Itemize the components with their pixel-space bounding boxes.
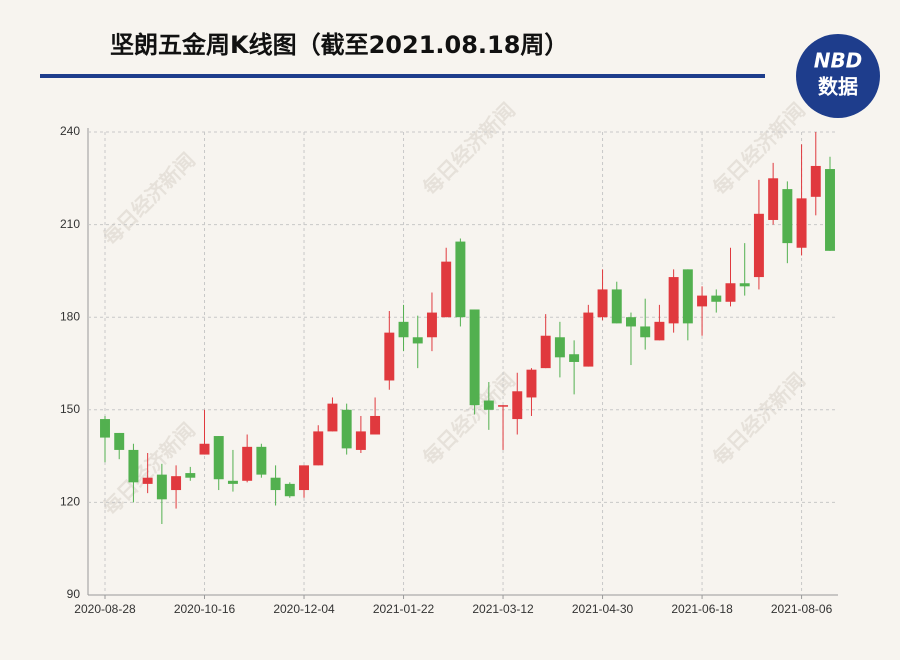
- candle-body: [782, 189, 793, 244]
- candle-body: [483, 400, 494, 410]
- candle-body: [284, 483, 295, 497]
- candle-body: [327, 403, 338, 432]
- title-rule: [40, 74, 765, 78]
- candle-body: [640, 326, 651, 338]
- candle-body: [455, 241, 466, 318]
- logo-text: NBD: [814, 49, 863, 73]
- candle-body: [739, 283, 750, 287]
- candle-body: [682, 269, 693, 324]
- logo-text: 数据: [818, 75, 858, 99]
- x-tick-label: 2020-10-16: [174, 602, 236, 616]
- y-tick-label: 120: [60, 495, 80, 509]
- candle-body: [498, 405, 509, 407]
- candle-body: [626, 317, 636, 327]
- candle-body: [668, 277, 679, 324]
- candle-body: [810, 165, 821, 197]
- candle-body: [711, 295, 722, 302]
- y-tick-label: 240: [60, 124, 80, 138]
- candle-body: [611, 289, 622, 324]
- candle-body: [597, 289, 608, 318]
- candle-body: [199, 443, 210, 455]
- candle-body: [128, 449, 139, 483]
- chart-title: 坚朗五金周K线图（截至2021.08.18周）: [110, 31, 568, 59]
- candle-body: [185, 473, 196, 478]
- candle-body: [512, 391, 523, 420]
- x-tick-label: 2021-04-30: [572, 602, 634, 616]
- candle-body: [583, 312, 594, 367]
- y-tick-label: 210: [60, 217, 80, 231]
- candle-body: [469, 309, 480, 406]
- candle-body: [412, 337, 423, 344]
- candle-body: [554, 337, 565, 358]
- candle-body: [227, 480, 238, 484]
- candle-body: [725, 283, 736, 302]
- logo: [796, 34, 880, 118]
- y-tick-label: 180: [60, 309, 80, 323]
- candle-body: [242, 446, 253, 481]
- candle-body: [213, 436, 224, 480]
- candle-body: [441, 261, 452, 318]
- candle-body: [426, 312, 437, 338]
- plot-area: 90 120 150 180 210 240 2020-08-28 2020-10-16 202…: [60, 124, 838, 616]
- candle-body: [753, 213, 764, 278]
- candle-body: [384, 332, 395, 381]
- candle-body: [156, 474, 167, 500]
- candle-body: [540, 335, 551, 369]
- candle-body: [796, 198, 807, 248]
- x-tick-label: 2020-12-04: [273, 602, 335, 616]
- candle-body: [370, 415, 381, 435]
- candle-body: [768, 178, 779, 220]
- x-tick-label: 2021-03-12: [472, 602, 534, 616]
- y-tick-label: 150: [60, 402, 80, 416]
- candle-body: [654, 321, 665, 341]
- candle-body: [398, 321, 409, 338]
- candle-body: [171, 476, 182, 491]
- candle-body: [569, 354, 580, 362]
- x-tick-label: 2021-06-18: [671, 602, 733, 616]
- y-tick-label: 90: [67, 587, 81, 601]
- candle-body: [256, 446, 267, 475]
- candle-body: [341, 409, 352, 449]
- candle-body: [825, 169, 835, 251]
- candle-body: [114, 432, 125, 450]
- x-tick-label: 2021-08-06: [771, 602, 833, 616]
- candle-body: [697, 295, 708, 307]
- candle-body: [270, 477, 281, 491]
- x-tick-label: 2021-01-22: [373, 602, 435, 616]
- candle-body: [299, 465, 309, 491]
- candle-body: [355, 431, 366, 450]
- candle-body: [313, 431, 324, 466]
- x-tick-label: 2020-08-28: [74, 602, 136, 616]
- candle-body: [142, 477, 153, 484]
- candle-body: [100, 419, 110, 438]
- candle-body: [526, 369, 537, 398]
